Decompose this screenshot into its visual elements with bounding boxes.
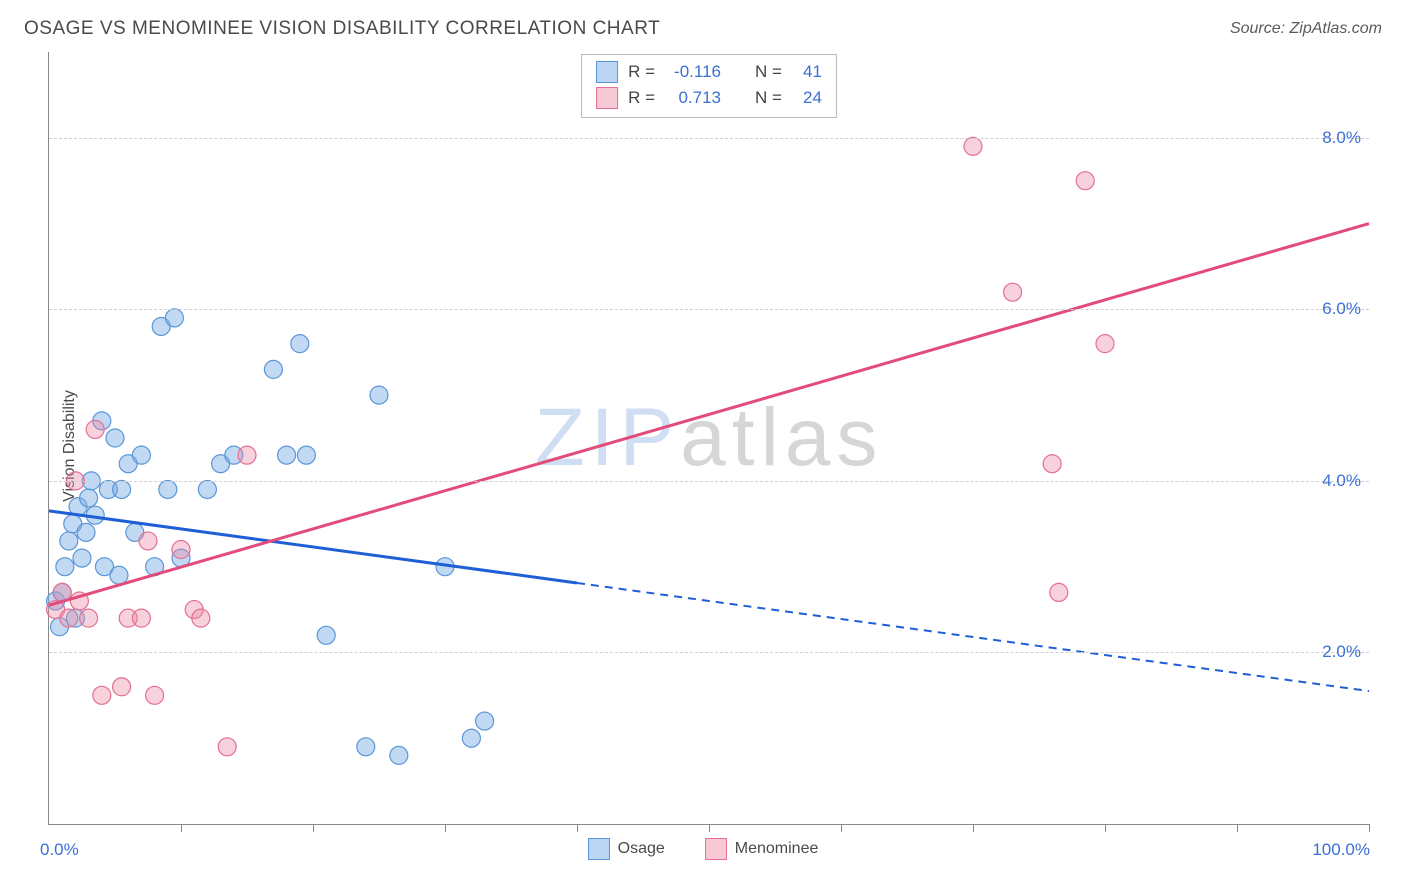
legend-series-name: Osage	[618, 840, 665, 858]
data-point	[86, 420, 104, 438]
data-point	[159, 480, 177, 498]
data-point	[110, 566, 128, 584]
data-point	[476, 712, 494, 730]
legend-swatch-icon	[588, 838, 610, 860]
data-point	[264, 360, 282, 378]
legend-item: Osage	[588, 838, 665, 860]
legend-item: Menominee	[705, 838, 819, 860]
data-point	[113, 480, 131, 498]
legend-series-name: Menominee	[735, 840, 819, 858]
x-tick	[313, 824, 314, 832]
x-tick	[709, 824, 710, 832]
data-point	[73, 549, 91, 567]
x-tick	[1369, 824, 1370, 832]
regression-line	[49, 511, 577, 583]
data-point	[218, 738, 236, 756]
data-point	[93, 686, 111, 704]
x-tick	[445, 824, 446, 832]
legend-swatch-icon	[596, 87, 618, 109]
regression-line	[49, 224, 1369, 606]
regression-line-extrapolated	[577, 583, 1369, 691]
correlation-legend-row: R = -0.116 N = 41	[596, 59, 822, 85]
gridline	[49, 138, 1369, 139]
gridline	[49, 652, 1369, 653]
data-point	[1076, 172, 1094, 190]
x-tick	[841, 824, 842, 832]
legend-swatch-icon	[705, 838, 727, 860]
data-point	[132, 446, 150, 464]
r-label: R =	[628, 59, 655, 85]
series-legend: Osage Menominee	[0, 838, 1406, 860]
r-value: 0.713	[665, 85, 721, 111]
data-point	[146, 686, 164, 704]
data-point	[1096, 335, 1114, 353]
data-point	[198, 480, 216, 498]
y-tick-label: 6.0%	[1322, 299, 1361, 319]
chart-title: OSAGE VS MENOMINEE VISION DISABILITY COR…	[24, 18, 660, 40]
x-tick	[1237, 824, 1238, 832]
data-point	[291, 335, 309, 353]
data-point	[80, 609, 98, 627]
data-point	[139, 532, 157, 550]
r-label: R =	[628, 85, 655, 111]
correlation-legend-row: R = 0.713 N = 24	[596, 85, 822, 111]
legend-swatch-icon	[596, 61, 618, 83]
x-tick	[1105, 824, 1106, 832]
n-value: 41	[792, 59, 822, 85]
r-value: -0.116	[665, 59, 721, 85]
data-point	[1043, 455, 1061, 473]
y-tick-label: 8.0%	[1322, 128, 1361, 148]
data-point	[192, 609, 210, 627]
data-point	[60, 609, 78, 627]
n-label: N =	[755, 85, 782, 111]
data-point	[238, 446, 256, 464]
x-tick	[973, 824, 974, 832]
data-point	[390, 746, 408, 764]
data-point	[113, 678, 131, 696]
y-tick-label: 4.0%	[1322, 471, 1361, 491]
data-point	[165, 309, 183, 327]
gridline	[49, 309, 1369, 310]
chart-source: Source: ZipAtlas.com	[1230, 20, 1382, 38]
data-point	[370, 386, 388, 404]
data-point	[317, 626, 335, 644]
plot-svg	[49, 52, 1369, 824]
x-tick	[577, 824, 578, 832]
data-point	[80, 489, 98, 507]
chart-plot-area: ZIPatlas R =-0.116N =41R =0.713N =24 2.0…	[48, 52, 1369, 825]
n-value: 24	[792, 85, 822, 111]
data-point	[1050, 583, 1068, 601]
data-point	[1004, 283, 1022, 301]
data-point	[297, 446, 315, 464]
x-tick	[181, 824, 182, 832]
data-point	[964, 137, 982, 155]
data-point	[357, 738, 375, 756]
correlation-legend: R = -0.116 N = 41 R = 0.713 N = 24	[581, 54, 837, 118]
data-point	[77, 523, 95, 541]
chart-header: OSAGE VS MENOMINEE VISION DISABILITY COR…	[24, 18, 1382, 40]
data-point	[106, 429, 124, 447]
data-point	[56, 558, 74, 576]
data-point	[462, 729, 480, 747]
data-point	[60, 532, 78, 550]
data-point	[278, 446, 296, 464]
data-point	[132, 609, 150, 627]
data-point	[172, 541, 190, 559]
n-label: N =	[755, 59, 782, 85]
gridline	[49, 481, 1369, 482]
y-tick-label: 2.0%	[1322, 642, 1361, 662]
